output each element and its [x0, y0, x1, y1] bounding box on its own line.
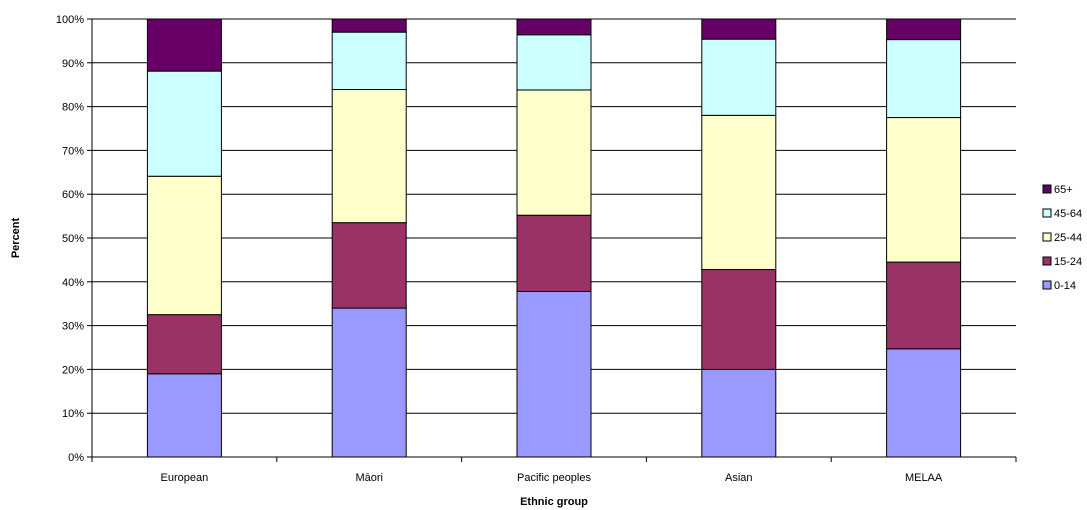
- legend-label: 65+: [1054, 184, 1073, 196]
- y-tick-label: 50%: [62, 233, 84, 245]
- y-tick-label: 10%: [62, 408, 84, 420]
- y-tick-label: 30%: [62, 321, 84, 333]
- bar-segment-0-14: [886, 348, 962, 458]
- x-tick-labels: European Māori Pacific peoples Asian MELAA: [161, 472, 943, 484]
- bar-segment-0-14: [146, 373, 222, 458]
- bar-segment-15-24: [516, 214, 592, 292]
- y-tick-label: 0%: [68, 452, 84, 464]
- bar-segment-65+: [331, 18, 407, 33]
- bar-segment-45-64: [701, 38, 777, 116]
- x-tick-label: European: [161, 472, 209, 484]
- bar-segment-25-44: [516, 89, 592, 216]
- legend-swatch: [1042, 208, 1052, 218]
- legend-swatch: [1042, 184, 1052, 194]
- legend-label: 15-24: [1054, 256, 1082, 268]
- bar-segment-25-44: [146, 175, 222, 316]
- bar-segment-65+: [701, 18, 777, 40]
- x-tick-label: Māori: [355, 472, 383, 484]
- legend-swatch: [1042, 256, 1052, 266]
- bar-segment-65+: [146, 18, 222, 72]
- bar-segment-45-64: [886, 39, 962, 119]
- legend-label: 25-44: [1054, 232, 1082, 244]
- bar-segment-45-64: [331, 31, 407, 91]
- bar-segment-15-24: [886, 261, 962, 350]
- legend-label: 0-14: [1054, 280, 1076, 292]
- x-axis-title: Ethnic group: [520, 496, 588, 508]
- y-tick-label: 100%: [56, 14, 84, 26]
- y-tick-label: 70%: [62, 145, 84, 157]
- bar-segment-65+: [516, 18, 592, 36]
- legend-swatch: [1042, 280, 1052, 290]
- legend: 65+ 45-64 25-44 15-24 0-14: [1042, 184, 1082, 292]
- bar-segment-25-44: [886, 117, 962, 263]
- y-tick-labels: 0% 10% 20% 30% 40% 50% 60% 70% 80% 90% 100%: [56, 14, 84, 464]
- y-tick-label: 20%: [62, 364, 84, 376]
- bar-segment-45-64: [146, 70, 222, 177]
- y-tick-label: 60%: [62, 189, 84, 201]
- bar-segment-0-14: [701, 368, 777, 458]
- y-axis-title: Percent: [10, 217, 22, 258]
- y-tick-label: 90%: [62, 58, 84, 70]
- y-tick-label: 40%: [62, 277, 84, 289]
- bar-segment-15-24: [146, 314, 222, 375]
- bar-segment-15-24: [701, 269, 777, 370]
- axes: [87, 18, 1017, 462]
- bar-stacks: [146, 18, 962, 458]
- y-tick-label: 80%: [62, 102, 84, 114]
- bar-segment-65+: [886, 18, 962, 41]
- bar-segment-45-64: [516, 34, 592, 91]
- bar-segment-0-14: [331, 307, 407, 458]
- bar-segment-15-24: [331, 222, 407, 309]
- x-tick-label: MELAA: [905, 472, 943, 484]
- legend-label: 45-64: [1054, 208, 1082, 220]
- x-tick-label: Asian: [725, 472, 753, 484]
- bar-segment-25-44: [331, 89, 407, 224]
- bar-segment-25-44: [701, 114, 777, 271]
- bar-segment-0-14: [516, 290, 592, 458]
- legend-swatch: [1042, 232, 1052, 242]
- x-tick-label: Pacific peoples: [517, 472, 591, 484]
